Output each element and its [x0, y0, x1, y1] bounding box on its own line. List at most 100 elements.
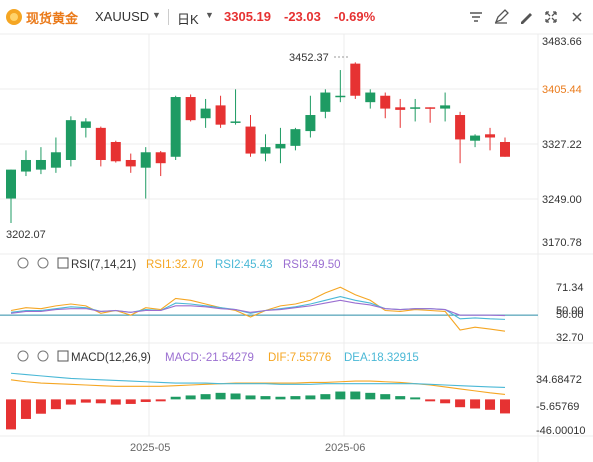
candle-body[interactable]: [20, 159, 31, 172]
macd-bar: [50, 399, 61, 410]
last-price: 3305.19: [224, 9, 271, 24]
time-tick: 2025-05: [130, 442, 170, 454]
macd-bar: [200, 394, 211, 400]
candle-body[interactable]: [65, 120, 76, 160]
rsi-legend: RSI(7,14,21) RSI1:32.70 RSI2:45.43 RSI3:…: [17, 257, 341, 271]
macd-bar: [65, 399, 76, 405]
candle-body[interactable]: [215, 105, 226, 125]
candle-body[interactable]: [500, 141, 510, 157]
candle-body[interactable]: [35, 159, 46, 170]
candle-body[interactable]: [395, 107, 406, 110]
candle-body[interactable]: [410, 107, 421, 109]
price-tick: 3405.44: [542, 84, 582, 96]
candle-body[interactable]: [365, 92, 376, 103]
eye-icon[interactable]: [17, 257, 29, 269]
candle-body[interactable]: [80, 121, 91, 128]
macd-bar: [6, 399, 16, 430]
settings-icon[interactable]: [37, 257, 49, 269]
dea-line: [10, 372, 506, 388]
candle-body[interactable]: [380, 95, 391, 109]
price-tick: 3170.78: [542, 237, 582, 249]
macd-bar: [140, 399, 151, 402]
macd-bar: [335, 391, 346, 400]
macd-bar: [35, 399, 46, 414]
indicator-grid-icon[interactable]: [57, 350, 69, 362]
indicator-grid-icon[interactable]: [57, 257, 69, 269]
candle-body[interactable]: [200, 108, 211, 119]
rsi-tick: 50.00: [556, 309, 584, 321]
price-tick: 3249.00: [542, 194, 582, 206]
candle-body[interactable]: [260, 147, 271, 154]
candlestick-series: [6, 62, 510, 223]
macd-label[interactable]: MACD(12,26,9): [71, 352, 151, 364]
gold-coin-icon: [6, 9, 22, 25]
macd-bar: [275, 396, 286, 400]
price-tick: 3483.66: [542, 36, 582, 48]
symbol-dropdown-icon[interactable]: ▼: [152, 10, 161, 20]
candle-body[interactable]: [290, 129, 301, 146]
candle-body[interactable]: [185, 97, 196, 121]
close-icon[interactable]: [568, 8, 586, 26]
macd-bar: [155, 399, 166, 402]
candle-body[interactable]: [140, 152, 151, 168]
time-tick: 2025-06: [325, 442, 365, 454]
candle-body[interactable]: [275, 143, 286, 149]
candle-body[interactable]: [50, 152, 61, 168]
header-divider: [168, 9, 169, 25]
macd-bar: [425, 399, 436, 402]
period-selector[interactable]: 日K: [177, 12, 199, 27]
candle-body[interactable]: [125, 159, 136, 167]
candle-body[interactable]: [155, 152, 166, 164]
candle-body[interactable]: [110, 141, 121, 162]
eye-icon[interactable]: [17, 350, 29, 362]
rsi-label[interactable]: RSI(7,14,21): [71, 259, 136, 271]
draw-icon[interactable]: [517, 8, 535, 26]
instrument-name[interactable]: 现货黄金: [26, 11, 79, 26]
macd-bar: [410, 397, 421, 400]
macd-bar: [20, 399, 31, 419]
candle-body[interactable]: [485, 134, 496, 138]
candle-body[interactable]: [320, 92, 331, 112]
macd-bar: [380, 394, 391, 400]
candle-body[interactable]: [350, 63, 361, 96]
candle-body[interactable]: [230, 121, 241, 123]
macd-bar: [440, 399, 451, 404]
rsi1-line: [10, 286, 506, 332]
settings-icon[interactable]: [37, 350, 49, 362]
instrument-symbol[interactable]: XAUUSD: [95, 9, 150, 24]
candle-body[interactable]: [440, 105, 451, 109]
dif-value: DIF:7.55776: [268, 352, 331, 364]
candle-body[interactable]: [95, 127, 106, 160]
macd-bar: [500, 399, 510, 414]
expand-icon[interactable]: [542, 8, 560, 26]
candle-body[interactable]: [455, 115, 466, 140]
candle-body[interactable]: [305, 115, 316, 132]
macd-bar: [395, 396, 406, 400]
candle-body[interactable]: [335, 95, 346, 98]
grid-lines: [0, 33, 593, 462]
macd-bar: [215, 392, 226, 400]
candle-body[interactable]: [425, 107, 436, 109]
rsi-tick: 71.34: [556, 282, 584, 294]
candle-body[interactable]: [245, 126, 256, 154]
low-annotation: 3202.07: [6, 229, 46, 241]
period-dropdown-icon[interactable]: ▼: [205, 10, 214, 20]
rsi3-value: RSI3:49.50: [283, 259, 341, 271]
filter-icon[interactable]: [467, 8, 485, 26]
macd-bar: [260, 396, 271, 400]
macd-bar: [245, 395, 256, 400]
pen-icon[interactable]: [492, 8, 510, 26]
macd-bar: [290, 396, 301, 400]
candle-body[interactable]: [170, 97, 181, 157]
high-annotation: 3452.37: [289, 52, 329, 64]
rsi-tick: 50.00: [556, 305, 584, 317]
rsi2-line: [10, 296, 506, 320]
macd-bar: [230, 393, 241, 400]
candle-body[interactable]: [470, 135, 481, 141]
macd-bar: [80, 399, 91, 403]
macd-bar: [320, 394, 331, 400]
macd-bar: [125, 399, 136, 404]
candle-body[interactable]: [6, 169, 16, 199]
rsi3-line: [10, 299, 506, 317]
